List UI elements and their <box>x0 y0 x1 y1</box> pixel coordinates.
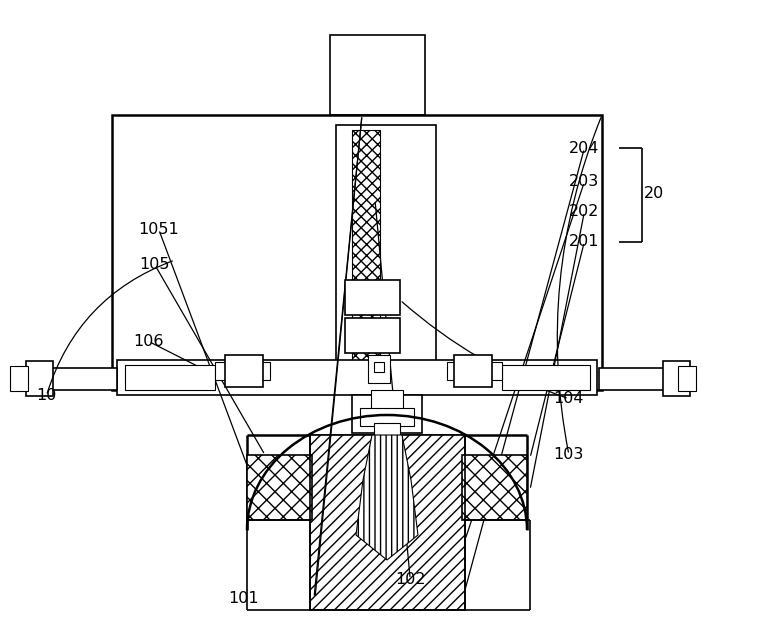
Polygon shape <box>356 435 418 560</box>
Bar <box>225 355 263 387</box>
Bar <box>10 366 28 391</box>
Text: 102: 102 <box>395 572 426 587</box>
Bar <box>368 355 390 383</box>
Text: 105: 105 <box>139 257 170 272</box>
Text: 10: 10 <box>36 388 57 403</box>
Bar <box>462 455 527 520</box>
Bar <box>336 125 436 380</box>
Bar <box>345 280 400 315</box>
Bar <box>125 365 215 390</box>
Text: 204: 204 <box>569 141 600 156</box>
Bar <box>50 368 117 390</box>
Bar <box>371 390 403 412</box>
Bar <box>663 361 690 396</box>
Bar <box>502 365 590 390</box>
Bar <box>374 362 384 372</box>
Text: 203: 203 <box>569 174 600 189</box>
Bar <box>26 361 53 396</box>
Bar <box>360 408 414 426</box>
Bar <box>447 362 502 380</box>
Bar <box>310 435 465 610</box>
Text: 1051: 1051 <box>139 222 179 237</box>
Bar <box>117 360 597 395</box>
Bar <box>345 318 400 353</box>
Text: 101: 101 <box>228 591 259 606</box>
Bar <box>247 455 312 520</box>
Text: 103: 103 <box>553 447 584 462</box>
Bar <box>352 130 380 375</box>
Bar <box>215 362 270 380</box>
Text: 106: 106 <box>133 334 164 349</box>
Bar <box>330 35 425 115</box>
Bar <box>374 423 400 438</box>
Bar <box>352 395 422 433</box>
Bar <box>678 366 696 391</box>
Bar <box>454 355 492 387</box>
Text: 202: 202 <box>569 204 600 219</box>
Text: 20: 20 <box>644 186 664 201</box>
Text: 104: 104 <box>553 391 584 406</box>
Bar <box>112 115 602 390</box>
Text: 201: 201 <box>569 234 600 249</box>
Bar <box>599 368 666 390</box>
